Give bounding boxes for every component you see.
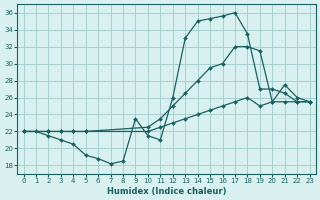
X-axis label: Humidex (Indice chaleur): Humidex (Indice chaleur) <box>107 187 226 196</box>
